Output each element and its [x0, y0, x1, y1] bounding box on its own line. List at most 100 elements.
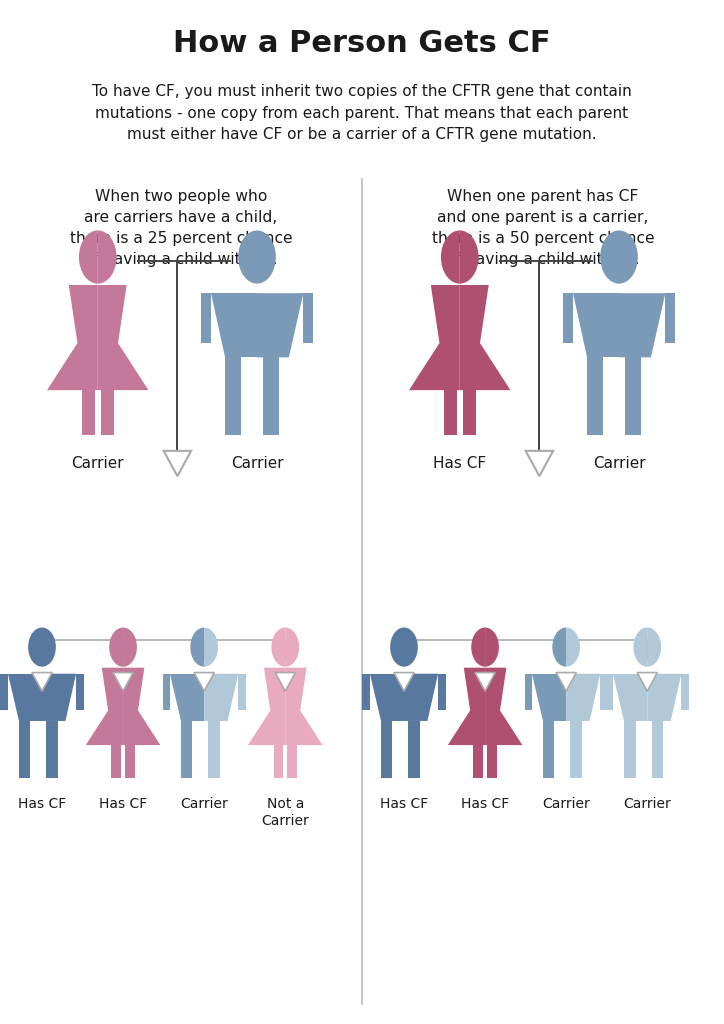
Polygon shape — [447, 668, 485, 745]
Wedge shape — [28, 628, 42, 667]
Bar — [543, 721, 555, 778]
Text: Carrier: Carrier — [72, 456, 124, 471]
Polygon shape — [394, 673, 414, 691]
Polygon shape — [164, 451, 191, 476]
Bar — [303, 293, 313, 343]
Text: Has CF: Has CF — [433, 456, 487, 471]
Polygon shape — [32, 673, 52, 691]
Bar — [600, 674, 607, 711]
Wedge shape — [552, 628, 566, 667]
Bar — [624, 721, 636, 778]
Polygon shape — [556, 673, 576, 691]
Bar — [46, 721, 58, 778]
Wedge shape — [460, 230, 479, 284]
Bar — [606, 674, 613, 711]
Polygon shape — [404, 674, 438, 721]
Bar — [665, 293, 675, 343]
Polygon shape — [285, 668, 323, 745]
Wedge shape — [647, 628, 661, 667]
Bar — [287, 745, 297, 778]
Text: When two people who
are carriers have a child,
there is a 25 percent chance
of h: When two people who are carriers have a … — [70, 189, 292, 267]
Polygon shape — [460, 285, 510, 390]
Wedge shape — [238, 230, 257, 284]
Polygon shape — [204, 674, 238, 721]
Polygon shape — [613, 674, 647, 721]
Bar — [263, 357, 279, 435]
Bar — [438, 674, 445, 711]
Polygon shape — [194, 673, 214, 691]
Polygon shape — [98, 285, 148, 390]
Polygon shape — [485, 668, 523, 745]
Bar — [181, 721, 193, 778]
Bar — [563, 293, 573, 343]
Text: When one parent has CF
and one parent is a carrier,
there is a 50 percent chance: When one parent has CF and one parent is… — [432, 189, 654, 267]
Text: Not a
Carrier: Not a Carrier — [261, 797, 309, 828]
Polygon shape — [475, 673, 495, 691]
Wedge shape — [485, 628, 499, 667]
Bar — [473, 745, 483, 778]
Wedge shape — [204, 628, 218, 667]
Bar — [274, 745, 283, 778]
Polygon shape — [113, 673, 133, 691]
Wedge shape — [285, 628, 299, 667]
Bar — [101, 390, 114, 435]
Wedge shape — [619, 230, 638, 284]
Bar — [76, 674, 83, 711]
Bar — [681, 674, 689, 711]
Polygon shape — [647, 674, 681, 721]
Wedge shape — [257, 230, 276, 284]
Bar — [652, 721, 663, 778]
Bar — [463, 390, 476, 435]
Wedge shape — [272, 628, 285, 667]
Polygon shape — [170, 674, 204, 721]
Wedge shape — [566, 628, 580, 667]
Text: Has CF: Has CF — [461, 797, 509, 811]
Wedge shape — [600, 230, 619, 284]
Wedge shape — [42, 628, 56, 667]
Wedge shape — [79, 230, 98, 284]
Text: Has CF: Has CF — [380, 797, 428, 811]
Text: Has CF: Has CF — [18, 797, 66, 811]
Bar — [625, 357, 641, 435]
Wedge shape — [109, 628, 123, 667]
Bar — [444, 390, 457, 435]
Text: Carrier: Carrier — [180, 797, 228, 811]
Text: Carrier: Carrier — [623, 797, 671, 811]
Bar — [125, 745, 135, 778]
Text: Has CF: Has CF — [99, 797, 147, 811]
Wedge shape — [98, 230, 117, 284]
Polygon shape — [85, 668, 123, 745]
Wedge shape — [441, 230, 460, 284]
Text: To have CF, you must inherit two copies of the CFTR gene that contain
mutations : To have CF, you must inherit two copies … — [92, 84, 632, 142]
Wedge shape — [123, 628, 137, 667]
Bar — [111, 745, 121, 778]
Wedge shape — [404, 628, 418, 667]
Wedge shape — [471, 628, 485, 667]
Bar — [238, 674, 245, 711]
Polygon shape — [211, 293, 257, 357]
Text: How a Person Gets CF: How a Person Gets CF — [173, 29, 551, 57]
Polygon shape — [566, 674, 600, 721]
Polygon shape — [8, 674, 42, 721]
Bar — [587, 357, 603, 435]
Bar — [19, 721, 30, 778]
Bar — [381, 721, 392, 778]
Text: Carrier: Carrier — [231, 456, 283, 471]
Bar — [225, 357, 241, 435]
Wedge shape — [634, 628, 647, 667]
Polygon shape — [42, 674, 76, 721]
Polygon shape — [637, 673, 657, 691]
Text: Carrier: Carrier — [593, 456, 645, 471]
Polygon shape — [123, 668, 161, 745]
Bar — [163, 674, 170, 711]
Bar — [82, 390, 95, 435]
Bar — [571, 721, 582, 778]
Polygon shape — [275, 673, 295, 691]
Wedge shape — [190, 628, 204, 667]
Polygon shape — [370, 674, 404, 721]
Polygon shape — [409, 285, 460, 390]
Bar — [487, 745, 497, 778]
Polygon shape — [47, 285, 98, 390]
Bar — [201, 293, 211, 343]
Polygon shape — [257, 293, 303, 357]
